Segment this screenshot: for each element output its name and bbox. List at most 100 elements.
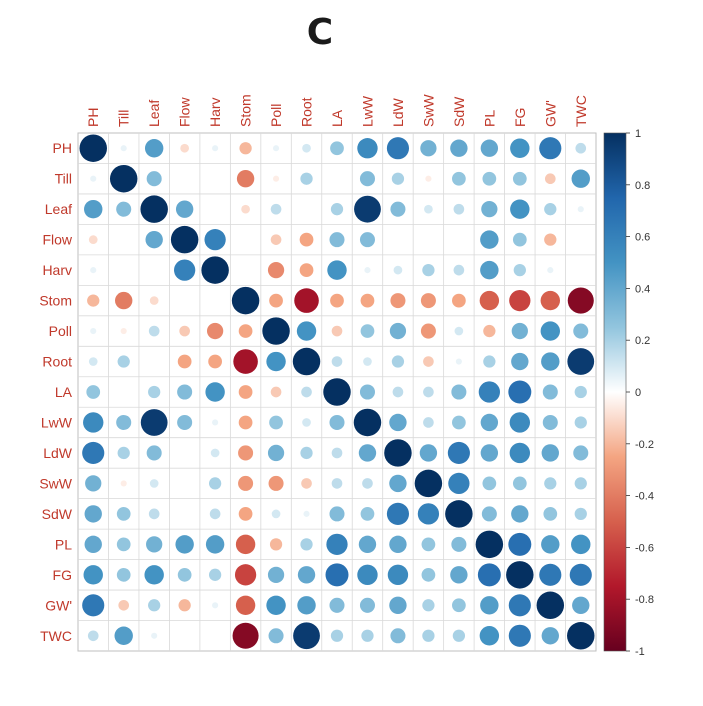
corr-circle-LA-PH (86, 385, 101, 399)
corr-circle-Stom-Stom (231, 286, 260, 315)
corr-circle-SwW-Till (120, 480, 127, 487)
corr-circle-Flow-PH (88, 235, 98, 244)
corr-circle-GW'-LA (329, 597, 345, 613)
row-label-LdW: LdW (43, 445, 73, 461)
row-label-TWC: TWC (40, 628, 72, 644)
corr-circle-SwW-PH (85, 475, 102, 492)
corr-circle-Root-Till (117, 355, 130, 368)
corr-circle-Root-PH (88, 357, 98, 366)
corr-circle-Poll-PH (90, 327, 97, 335)
col-label-LA: LA (329, 109, 345, 127)
corr-circle-LwW-Till (116, 414, 132, 430)
corr-circle-Leaf-LwW (354, 195, 381, 223)
row-label-Leaf: Leaf (45, 201, 72, 217)
corr-circle-Flow-Flow (170, 225, 199, 254)
corr-circle-LA-Stom (238, 385, 253, 399)
row-label-PH: PH (53, 140, 72, 156)
colorbar-tick-label: -0.2 (635, 439, 654, 451)
corr-circle-Harv-GW' (547, 267, 554, 274)
corr-circle-Poll-SwW (420, 323, 436, 339)
col-label-GW': GW' (542, 100, 558, 127)
corr-circle-Root-GW' (541, 352, 560, 371)
corr-circle-Till-PL (482, 171, 497, 186)
col-label-Root: Root (299, 97, 315, 127)
corr-circle-Poll-Root (296, 321, 317, 341)
corr-circle-LwW-LA (329, 414, 345, 430)
corr-circle-Flow-Leaf (145, 230, 163, 249)
corr-circle-Harv-Flow (174, 259, 196, 281)
corr-circle-LdW-Harv (210, 448, 220, 458)
corr-circle-SdW-Leaf (148, 508, 160, 520)
corr-circle-PL-Leaf (146, 536, 163, 553)
corr-circle-PH-Harv (212, 145, 219, 152)
corr-circle-TWC-LwW (361, 629, 374, 642)
corr-circle-FG-PH (83, 565, 103, 585)
corr-circle-Till-Stom (236, 170, 255, 188)
row-label-Poll: Poll (49, 323, 72, 339)
corr-circle-Stom-FG (509, 289, 531, 312)
corr-circle-FG-LA (325, 563, 349, 587)
corr-circle-TWC-PH (87, 630, 99, 642)
corr-circle-Flow-LwW (359, 232, 375, 248)
row-label-SwW: SwW (39, 475, 72, 491)
colorbar-tick-label: 0.8 (635, 180, 650, 192)
corr-circle-SdW-GW' (543, 507, 558, 521)
corr-circle-Stom-LdW (390, 293, 406, 309)
corr-circle-Stom-GW' (540, 290, 561, 311)
corr-circle-Harv-PL (480, 260, 499, 280)
corr-circle-Root-TWC (567, 348, 595, 375)
corr-circle-Harv-FG (513, 263, 526, 277)
corr-circle-Leaf-SwW (424, 204, 433, 214)
corr-circle-Harv-LdW (393, 265, 403, 275)
corr-circle-LwW-GW' (542, 414, 558, 430)
corr-circle-LdW-SwW (419, 444, 438, 462)
corr-circle-Till-SdW (452, 171, 466, 186)
corr-circle-SwW-Harv (208, 477, 222, 490)
corr-circle-Poll-LA (331, 325, 343, 337)
corr-circle-LdW-FG (509, 442, 531, 464)
col-label-SdW: SdW (451, 96, 467, 127)
corr-circle-LdW-Leaf (146, 445, 162, 461)
corr-circle-GW'-Harv (212, 602, 219, 609)
corr-circle-TWC-Poll (268, 628, 284, 644)
row-label-Till: Till (55, 171, 72, 187)
corr-circle-Leaf-Poll (270, 203, 282, 215)
corr-circle-Root-SwW (423, 356, 434, 367)
corr-circle-PH-Poll (272, 145, 280, 152)
corr-circle-Leaf-LA (330, 203, 344, 216)
corr-circle-LA-LA (323, 378, 351, 406)
colorbar-tick-label: 0 (635, 387, 641, 399)
corr-circle-Harv-LA (327, 260, 347, 280)
row-label-LA: LA (55, 384, 73, 400)
panel-label: C (306, 12, 334, 53)
corr-circle-TWC-FG (508, 624, 531, 647)
col-label-Stom: Stom (238, 94, 254, 127)
corr-circle-Poll-Stom (238, 324, 253, 338)
corr-circle-GW'-TWC (572, 596, 590, 614)
row-labels: PH Till Leaf Flow Harv Stom Poll Root LA LwW LdW Sw… (39, 140, 73, 644)
corr-circle-SdW-SwW (417, 503, 440, 525)
corr-circle-LwW-Root (302, 418, 311, 427)
colorbar-tick-label: -0.4 (635, 491, 654, 503)
corr-circle-Flow-GW' (544, 233, 557, 246)
corr-circle-SdW-Till (116, 507, 131, 521)
colorbar-tick-label: 0.2 (635, 335, 650, 347)
corr-circle-Stom-SwW (420, 293, 436, 309)
corr-circle-TWC-TWC (567, 622, 595, 650)
corr-circle-PL-LdW (389, 535, 407, 554)
corr-circle-LA-Leaf (148, 385, 161, 399)
col-label-Poll: Poll (268, 104, 284, 127)
corr-circle-SdW-TWC (574, 507, 587, 521)
corr-circle-LA-Root (301, 386, 312, 398)
corr-circle-PH-PH (79, 134, 107, 162)
col-label-Flow: Flow (177, 97, 193, 127)
corr-circle-PH-SwW (420, 140, 437, 157)
row-label-Harv: Harv (42, 262, 72, 278)
corr-circle-TWC-PL (479, 626, 500, 646)
corr-circle-FG-SdW (450, 566, 468, 584)
corr-circle-PH-FG (510, 138, 530, 158)
corr-circle-Till-LdW (391, 172, 405, 185)
corr-circle-LwW-FG (509, 412, 531, 433)
corr-circle-FG-Poll (267, 566, 285, 583)
colorbar-tick-label: -0.6 (635, 542, 654, 554)
